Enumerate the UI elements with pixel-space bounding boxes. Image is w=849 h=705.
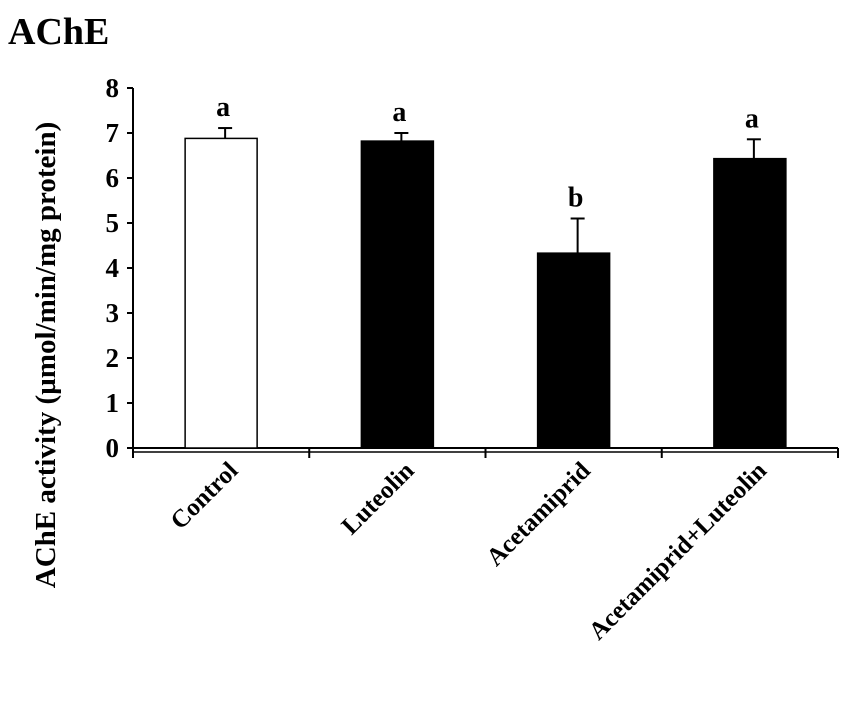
category-label: Control <box>166 457 244 535</box>
y-tick-label: 8 <box>106 73 120 103</box>
category-label: Acetamiprid <box>482 457 596 571</box>
significance-letter: a <box>392 97 406 128</box>
significance-letter: a <box>745 103 759 134</box>
y-tick-label: 0 <box>106 433 120 463</box>
y-tick-label: 6 <box>106 163 120 193</box>
bar-acetamiprid-luteolin <box>713 157 787 449</box>
category-label: Luteolin <box>337 457 420 540</box>
category-label: Acetamiprid+Luteolin <box>584 457 772 645</box>
y-tick-label: 3 <box>106 298 120 328</box>
y-axis-label: AChE activity (µmol/min/mg protein) <box>30 122 62 588</box>
bar-luteolin <box>360 140 435 449</box>
bars <box>184 127 787 449</box>
bar-acetamiprid <box>536 252 611 449</box>
chart-title: AChE <box>8 11 109 53</box>
significance-letter: a <box>216 92 230 123</box>
y-tick-label: 4 <box>106 253 120 283</box>
y-tick-label: 1 <box>106 388 120 418</box>
y-tick-label: 7 <box>106 118 120 148</box>
bar-control <box>184 137 258 449</box>
y-tick-label: 2 <box>106 343 120 373</box>
y-tick-label: 5 <box>106 208 120 238</box>
significance-letter: b <box>568 183 584 214</box>
